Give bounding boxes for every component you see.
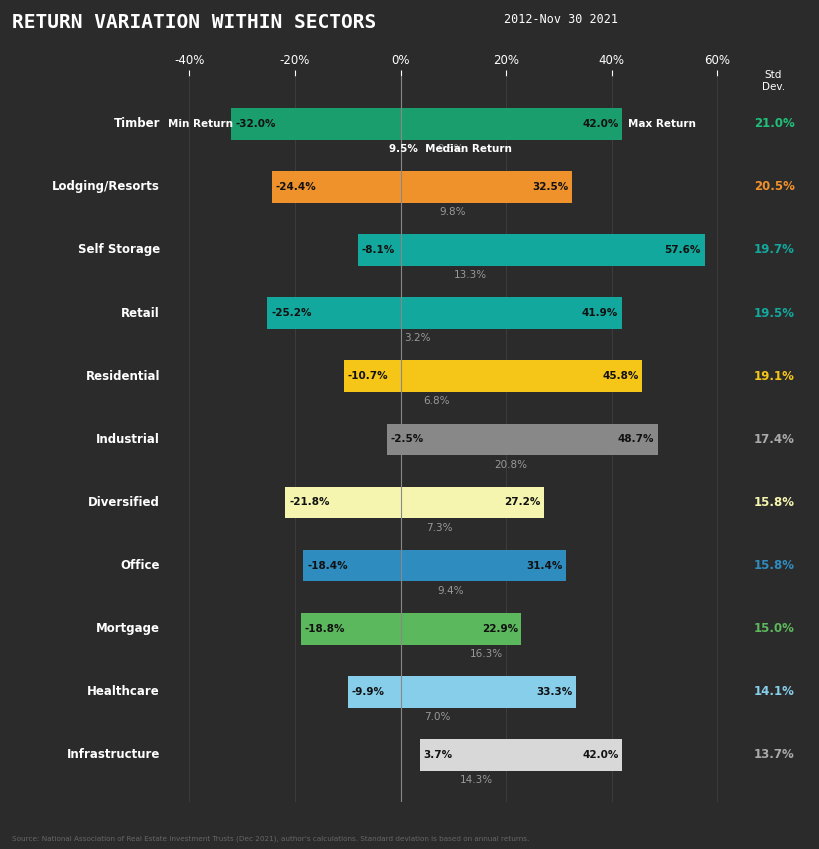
Text: 9.5%: 9.5% (437, 144, 464, 154)
Text: -18.8%: -18.8% (305, 624, 345, 633)
Text: 17.4%: 17.4% (753, 433, 794, 446)
Text: 45.8%: 45.8% (602, 371, 638, 381)
Text: -24.4%: -24.4% (275, 182, 315, 192)
Text: 32.5%: 32.5% (532, 182, 568, 192)
Bar (419, 739, 622, 771)
Bar (303, 550, 566, 582)
Text: Max Return: Max Return (627, 119, 695, 129)
Text: Lodging/Resorts: Lodging/Resorts (52, 180, 160, 194)
Text: 7.0%: 7.0% (423, 712, 450, 722)
Text: Source: National Association of Real Estate Investment Trusts (Dec 2021), author: Source: National Association of Real Est… (12, 835, 529, 842)
Bar (344, 361, 641, 392)
Text: 2012-Nov 30 2021: 2012-Nov 30 2021 (504, 13, 618, 25)
Text: 15.8%: 15.8% (753, 559, 794, 572)
Text: 48.7%: 48.7% (617, 435, 654, 444)
Text: 9.8%: 9.8% (438, 207, 465, 217)
Text: 42.0%: 42.0% (581, 750, 618, 760)
Text: -25.2%: -25.2% (271, 308, 311, 318)
Text: 19.1%: 19.1% (753, 369, 794, 383)
Bar (387, 424, 657, 455)
Text: -9.9%: -9.9% (351, 687, 384, 697)
Text: 9.4%: 9.4% (437, 586, 463, 596)
Text: -10.7%: -10.7% (347, 371, 388, 381)
Text: 19.5%: 19.5% (753, 306, 794, 319)
Text: 15.8%: 15.8% (753, 496, 794, 509)
Text: 13.3%: 13.3% (454, 270, 486, 280)
Text: 21.0%: 21.0% (753, 117, 794, 130)
Text: 9.5%  Median Return: 9.5% Median Return (389, 144, 512, 154)
Text: -21.8%: -21.8% (289, 498, 329, 508)
Text: 19.7%: 19.7% (753, 244, 794, 256)
Text: Std
Dev.: Std Dev. (761, 70, 784, 92)
Text: Infrastructure: Infrastructure (66, 749, 160, 762)
Bar (357, 234, 704, 266)
Text: 20.8%: 20.8% (493, 459, 527, 469)
Text: 20.5%: 20.5% (753, 180, 794, 194)
Text: Diversified: Diversified (88, 496, 160, 509)
Text: 3.7%: 3.7% (423, 750, 452, 760)
Text: 33.3%: 33.3% (536, 687, 572, 697)
Bar (267, 297, 621, 329)
Bar (271, 171, 572, 203)
Text: -2.5%: -2.5% (391, 435, 423, 444)
Text: Retail: Retail (121, 306, 160, 319)
Text: Residential: Residential (85, 369, 160, 383)
Text: 57.6%: 57.6% (664, 245, 700, 255)
Text: -8.1%: -8.1% (361, 245, 394, 255)
Text: 16.3%: 16.3% (469, 649, 503, 659)
Text: Healthcare: Healthcare (87, 685, 160, 699)
Text: -32.0%: -32.0% (235, 119, 275, 129)
Text: 31.4%: 31.4% (526, 560, 562, 571)
Text: 3.2%: 3.2% (404, 334, 430, 343)
Text: -18.4%: -18.4% (306, 560, 347, 571)
Text: Timber: Timber (113, 117, 160, 130)
Bar (301, 613, 521, 644)
Text: 42.0%: 42.0% (581, 119, 618, 129)
Bar (231, 108, 622, 139)
Text: Office: Office (120, 559, 160, 572)
Text: RETURN VARIATION WITHIN SECTORS: RETURN VARIATION WITHIN SECTORS (12, 13, 376, 31)
Bar (348, 676, 576, 707)
Text: 7.3%: 7.3% (425, 523, 452, 532)
Text: Mortgage: Mortgage (96, 622, 160, 635)
Text: 6.8%: 6.8% (423, 396, 449, 407)
Text: Self Storage: Self Storage (78, 244, 160, 256)
Bar (285, 486, 544, 518)
Text: 14.3%: 14.3% (459, 775, 492, 785)
Text: 14.1%: 14.1% (753, 685, 794, 699)
Text: 13.7%: 13.7% (753, 749, 794, 762)
Text: 15.0%: 15.0% (753, 622, 794, 635)
Text: 41.9%: 41.9% (581, 308, 618, 318)
Text: Min Return: Min Return (168, 119, 233, 129)
Text: 22.9%: 22.9% (481, 624, 517, 633)
Text: Industrial: Industrial (96, 433, 160, 446)
Text: 27.2%: 27.2% (504, 498, 540, 508)
